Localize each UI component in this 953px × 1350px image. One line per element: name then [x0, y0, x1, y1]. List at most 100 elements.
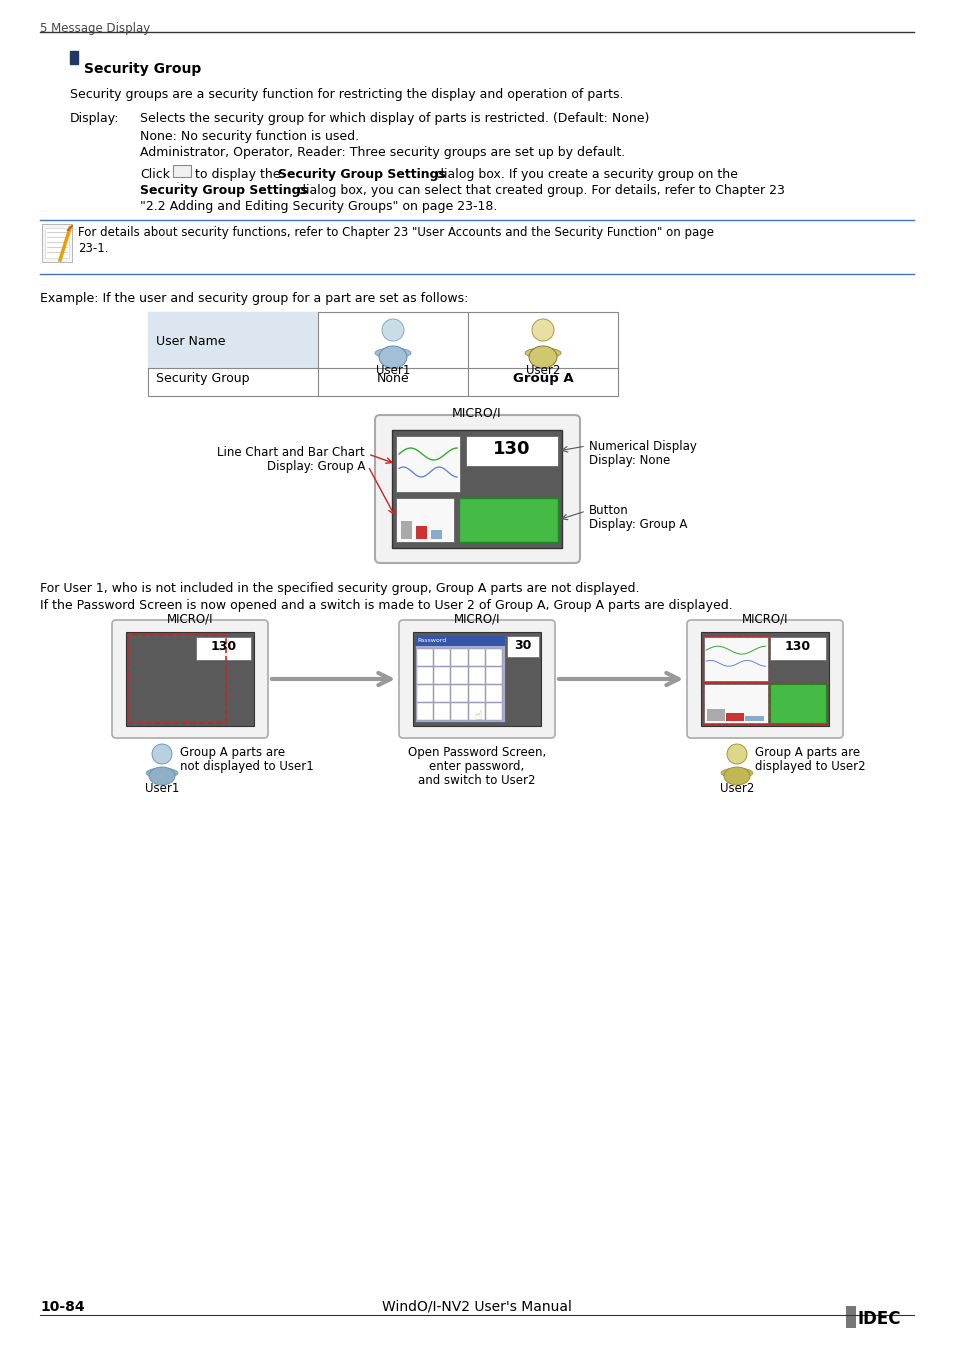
Bar [434, 684, 450, 702]
Bar [416, 703, 433, 720]
Text: Numerical Display: Numerical Display [588, 440, 696, 454]
Text: For User 1, who is not included in the specified security group, Group A parts a: For User 1, who is not included in the s… [40, 582, 639, 595]
Text: and switch to User2: and switch to User2 [417, 774, 536, 787]
Text: None: None [376, 373, 409, 385]
Text: Security Group: Security Group [84, 62, 201, 76]
Bar [415, 636, 505, 722]
Bar [431, 531, 441, 539]
Bar [196, 637, 251, 660]
Bar [148, 312, 618, 396]
Bar [451, 649, 467, 666]
Text: MICRO/I: MICRO/I [741, 612, 787, 625]
Text: Display: Group A: Display: Group A [266, 460, 365, 472]
Bar [400, 521, 412, 539]
Text: 130: 130 [784, 640, 810, 653]
Bar [392, 431, 561, 548]
Bar [845, 1305, 855, 1328]
Bar [703, 637, 767, 680]
Bar [485, 649, 501, 666]
Text: User2: User2 [525, 364, 559, 377]
FancyBboxPatch shape [375, 414, 579, 563]
Text: None: No security function is used.: None: No security function is used. [140, 130, 358, 143]
Bar [416, 684, 433, 702]
Bar [468, 649, 484, 666]
Text: Display:: Display: [70, 112, 119, 126]
Text: dialog box. If you create a security group on the: dialog box. If you create a security gro… [436, 167, 737, 181]
Text: MICRO/I: MICRO/I [167, 612, 213, 625]
Bar [45, 228, 69, 258]
Bar [768, 683, 826, 724]
Bar [451, 667, 467, 684]
Text: 23-1.: 23-1. [78, 242, 109, 255]
Text: 130: 130 [211, 640, 236, 653]
FancyBboxPatch shape [686, 620, 842, 738]
Text: Line Chart and Bar Chart: Line Chart and Bar Chart [217, 446, 365, 459]
Text: 10-84: 10-84 [40, 1300, 85, 1314]
Bar [485, 684, 501, 702]
Text: displayed to User2: displayed to User2 [754, 760, 864, 774]
Ellipse shape [529, 346, 557, 369]
Text: ...: ... [174, 176, 182, 185]
Bar [451, 684, 467, 702]
Ellipse shape [375, 348, 411, 358]
Bar [415, 636, 505, 647]
Text: MICRO/I: MICRO/I [454, 612, 499, 625]
Text: User1: User1 [375, 364, 410, 377]
Text: to display the: to display the [194, 167, 280, 181]
Bar [769, 684, 825, 724]
Bar [395, 436, 459, 491]
Text: Group A parts are: Group A parts are [754, 747, 860, 759]
Text: For details about security functions, refer to Chapter 23 "User Accounts and the: For details about security functions, re… [78, 225, 713, 239]
Text: Security Group: Security Group [156, 373, 250, 385]
Bar [416, 526, 427, 539]
Text: Button: Button [588, 504, 628, 517]
Text: Password: Password [416, 639, 446, 643]
Bar [468, 667, 484, 684]
Bar [702, 683, 768, 724]
Ellipse shape [149, 767, 174, 784]
Text: Security Group Settings: Security Group Settings [277, 167, 445, 181]
Text: Display: Group A: Display: Group A [588, 518, 687, 531]
FancyBboxPatch shape [398, 620, 555, 738]
Text: Security groups are a security function for restricting the display and operatio: Security groups are a security function … [70, 88, 623, 101]
Text: 30: 30 [514, 639, 531, 652]
Ellipse shape [723, 767, 749, 784]
Text: not displayed to User1: not displayed to User1 [180, 760, 314, 774]
Bar [395, 498, 454, 541]
Bar [706, 709, 724, 721]
Bar [485, 667, 501, 684]
Circle shape [381, 319, 403, 342]
Circle shape [532, 319, 554, 342]
Bar [413, 632, 540, 726]
Text: WindO/I-NV2 User's Manual: WindO/I-NV2 User's Manual [381, 1300, 572, 1314]
Bar [434, 667, 450, 684]
Text: If the Password Screen is now opened and a switch is made to User 2 of Group A, : If the Password Screen is now opened and… [40, 599, 732, 612]
Bar [468, 684, 484, 702]
Bar [485, 703, 501, 720]
Text: dialog box, you can select that created group. For details, refer to Chapter 23: dialog box, you can select that created … [297, 184, 784, 197]
Text: MICRO/I: MICRO/I [452, 406, 501, 418]
Bar [507, 636, 538, 657]
Bar [416, 649, 433, 666]
Bar [458, 498, 558, 541]
Text: Security Group Settings: Security Group Settings [140, 184, 308, 197]
Text: User2: User2 [720, 782, 754, 795]
Text: Display: None: Display: None [588, 454, 670, 467]
Text: Open Password Screen,: Open Password Screen, [408, 747, 545, 759]
Ellipse shape [720, 768, 752, 778]
Text: Group A parts are: Group A parts are [180, 747, 285, 759]
Bar [416, 667, 433, 684]
Bar [70, 51, 78, 63]
Text: Click: Click [140, 167, 170, 181]
Text: ☝: ☝ [474, 710, 481, 724]
Text: IDEC: IDEC [857, 1310, 901, 1328]
Bar [700, 632, 828, 726]
Bar [434, 649, 450, 666]
Text: "2.2 Adding and Editing Security Groups" on page 23-18.: "2.2 Adding and Editing Security Groups"… [140, 200, 497, 213]
Circle shape [726, 744, 746, 764]
Text: Example: If the user and security group for a part are set as follows:: Example: If the user and security group … [40, 292, 468, 305]
Text: User1: User1 [145, 782, 179, 795]
Bar [128, 634, 226, 724]
Text: Group A: Group A [512, 373, 573, 385]
FancyBboxPatch shape [112, 620, 268, 738]
